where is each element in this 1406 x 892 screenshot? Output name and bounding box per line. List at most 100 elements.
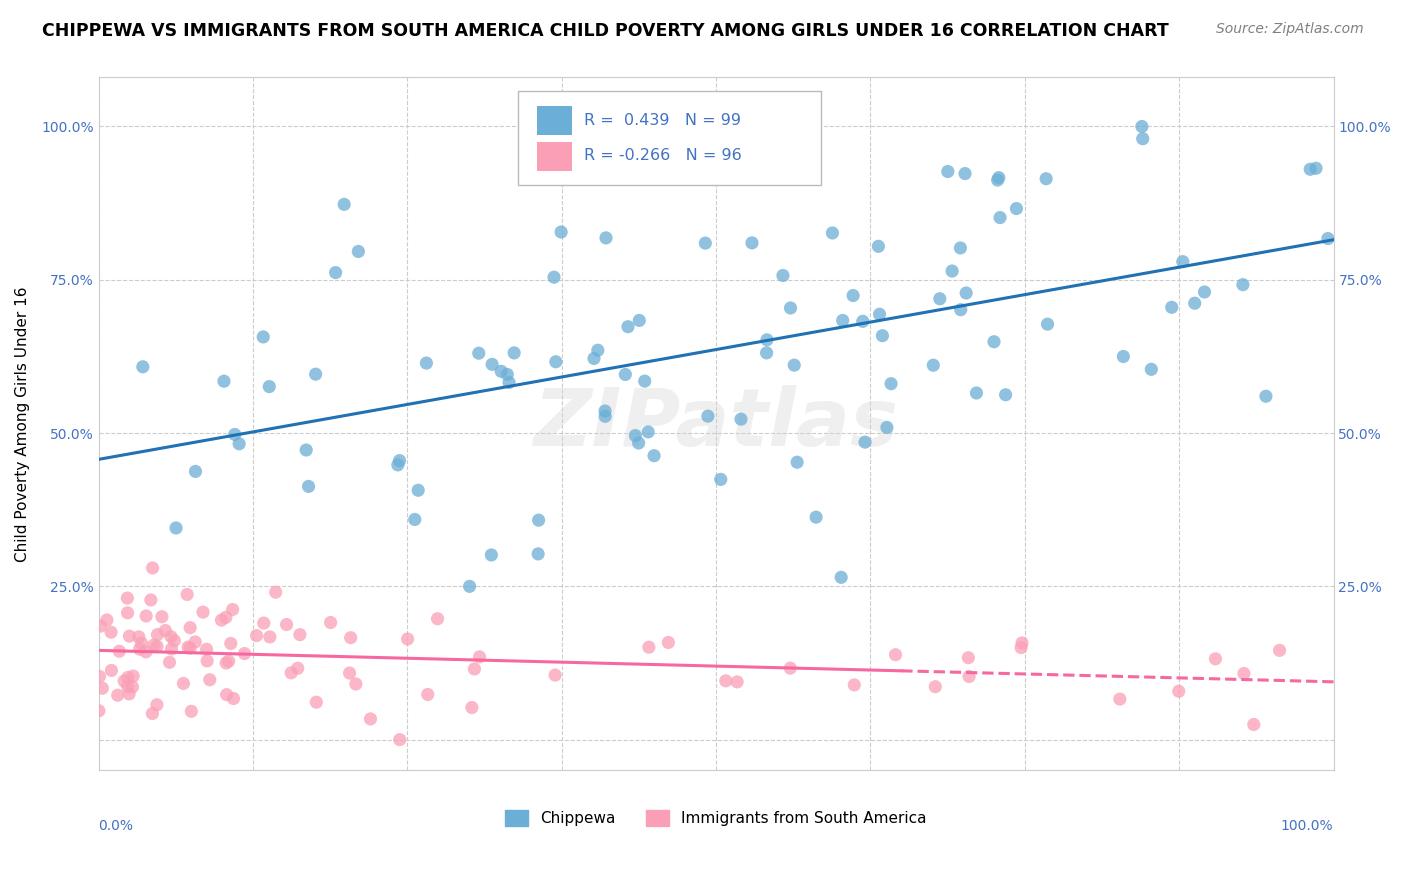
Point: [219, 636, 242, 650]
Point: [755, 346, 778, 360]
Point: [983, 334, 1005, 349]
Point: [135, 609, 157, 624]
Point: [287, 661, 309, 675]
Point: [165, 521, 187, 535]
Point: [416, 688, 439, 702]
Point: [325, 266, 347, 280]
Point: [503, 346, 526, 360]
Point: [280, 665, 302, 680]
Point: [139, 593, 162, 607]
Point: [160, 642, 183, 657]
Point: [233, 647, 256, 661]
Point: [955, 285, 977, 300]
FancyBboxPatch shape: [537, 142, 572, 171]
Point: [180, 704, 202, 718]
Point: [634, 374, 657, 388]
Point: [305, 695, 328, 709]
Point: [844, 678, 866, 692]
Point: [150, 609, 173, 624]
Point: [730, 412, 752, 426]
Point: [1232, 277, 1254, 292]
Point: [172, 676, 194, 690]
Point: [179, 641, 201, 656]
Point: [617, 319, 640, 334]
Point: [1316, 231, 1339, 245]
Point: [347, 244, 370, 259]
Point: [132, 359, 155, 374]
Point: [100, 625, 122, 640]
Point: [496, 368, 519, 382]
Point: [1299, 162, 1322, 177]
Point: [936, 164, 959, 178]
Point: [783, 358, 806, 372]
Point: [89, 619, 111, 633]
Point: [869, 307, 891, 321]
Point: [479, 548, 502, 562]
Point: [87, 704, 110, 718]
Point: [1112, 350, 1135, 364]
Point: [550, 225, 572, 239]
Point: [253, 616, 276, 631]
Point: [1204, 652, 1226, 666]
Point: [344, 677, 367, 691]
Point: [276, 617, 298, 632]
Point: [544, 668, 567, 682]
Point: [146, 698, 169, 712]
Point: [876, 420, 898, 434]
Point: [128, 630, 150, 644]
FancyBboxPatch shape: [537, 106, 572, 135]
Point: [142, 561, 165, 575]
Point: [128, 642, 150, 657]
Point: [786, 455, 808, 469]
Point: [184, 635, 207, 649]
Point: [527, 547, 550, 561]
Point: [965, 386, 987, 401]
Point: [527, 513, 550, 527]
Point: [1305, 161, 1327, 176]
Point: [1171, 254, 1194, 268]
Y-axis label: Child Poverty Among Girls Under 16: Child Poverty Among Girls Under 16: [15, 286, 30, 562]
Point: [297, 479, 319, 493]
Point: [720, 124, 742, 138]
Point: [725, 674, 748, 689]
Point: [1194, 285, 1216, 299]
Point: [387, 458, 409, 472]
Point: [117, 606, 139, 620]
Point: [458, 579, 481, 593]
Point: [141, 706, 163, 721]
Point: [117, 671, 139, 685]
Text: 100.0%: 100.0%: [1281, 819, 1333, 833]
Point: [112, 674, 135, 689]
Point: [195, 642, 218, 657]
Point: [1233, 666, 1256, 681]
Point: [1254, 389, 1277, 403]
Point: [118, 687, 141, 701]
Text: R =  0.439   N = 99: R = 0.439 N = 99: [583, 113, 741, 128]
Point: [176, 587, 198, 601]
Point: [264, 585, 287, 599]
Point: [880, 376, 903, 391]
Point: [118, 629, 141, 643]
Point: [643, 449, 665, 463]
Point: [142, 638, 165, 652]
Point: [100, 664, 122, 678]
Point: [779, 661, 801, 675]
Point: [415, 356, 437, 370]
Point: [1108, 692, 1130, 706]
Point: [657, 635, 679, 649]
Point: [179, 621, 201, 635]
Point: [614, 368, 637, 382]
Text: R = -0.266   N = 96: R = -0.266 N = 96: [583, 148, 742, 163]
Point: [131, 636, 153, 650]
Point: [396, 632, 419, 646]
Point: [218, 654, 240, 668]
Point: [830, 570, 852, 584]
Point: [288, 627, 311, 641]
Point: [406, 483, 429, 498]
Point: [191, 605, 214, 619]
Point: [212, 374, 235, 388]
Point: [831, 313, 853, 327]
Point: [593, 404, 616, 418]
Point: [252, 330, 274, 344]
Point: [91, 681, 114, 696]
